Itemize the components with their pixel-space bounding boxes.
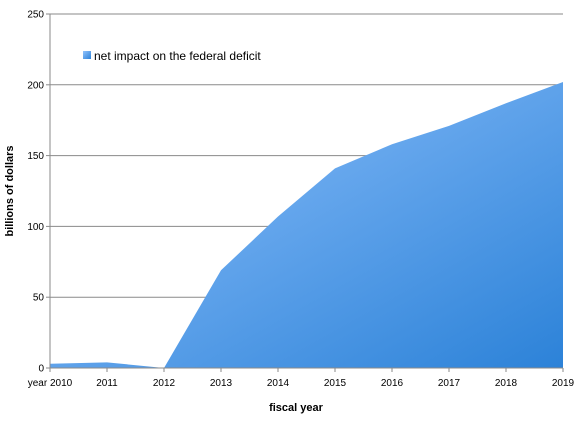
x-tick-label-2013: 2013 [210,378,233,389]
y-tick-labels: 0 50 100 150 200 250 [27,10,44,375]
legend-label: net impact on the federal deficit [94,49,261,63]
x-tick-label-2017: 2017 [438,378,461,389]
x-tick-label-2011: 2011 [96,378,118,389]
x-tick-label-2019: 2019 [552,378,575,389]
x-axis-title: fiscal year [269,402,324,414]
x-tick-label-2015: 2015 [324,378,347,389]
y-axis-title: billions of dollars [4,145,16,236]
x-tick-labels: year 2010 2011 2012 2013 2014 2015 2016 2017 201… [28,378,575,389]
x-tick-label-2016: 2016 [381,378,404,389]
axes [46,13,564,372]
x-tick-label-2014: 2014 [267,378,290,389]
y-tick-label-200: 200 [27,80,44,91]
x-tick-label-2012: 2012 [153,378,176,389]
legend: net impact on the federal deficit [83,49,261,63]
y-tick-label-150: 150 [27,151,44,162]
y-tick-label-250: 250 [27,10,44,21]
y-tick-label-50: 50 [33,293,45,304]
y-tick-label-0: 0 [38,364,44,375]
x-tick-label-2018: 2018 [495,378,518,389]
area-series-net-impact [50,81,563,368]
y-tick-label-100: 100 [27,222,44,233]
x-tick-label-year-2010: year 2010 [28,378,73,389]
legend-swatch [83,51,91,59]
